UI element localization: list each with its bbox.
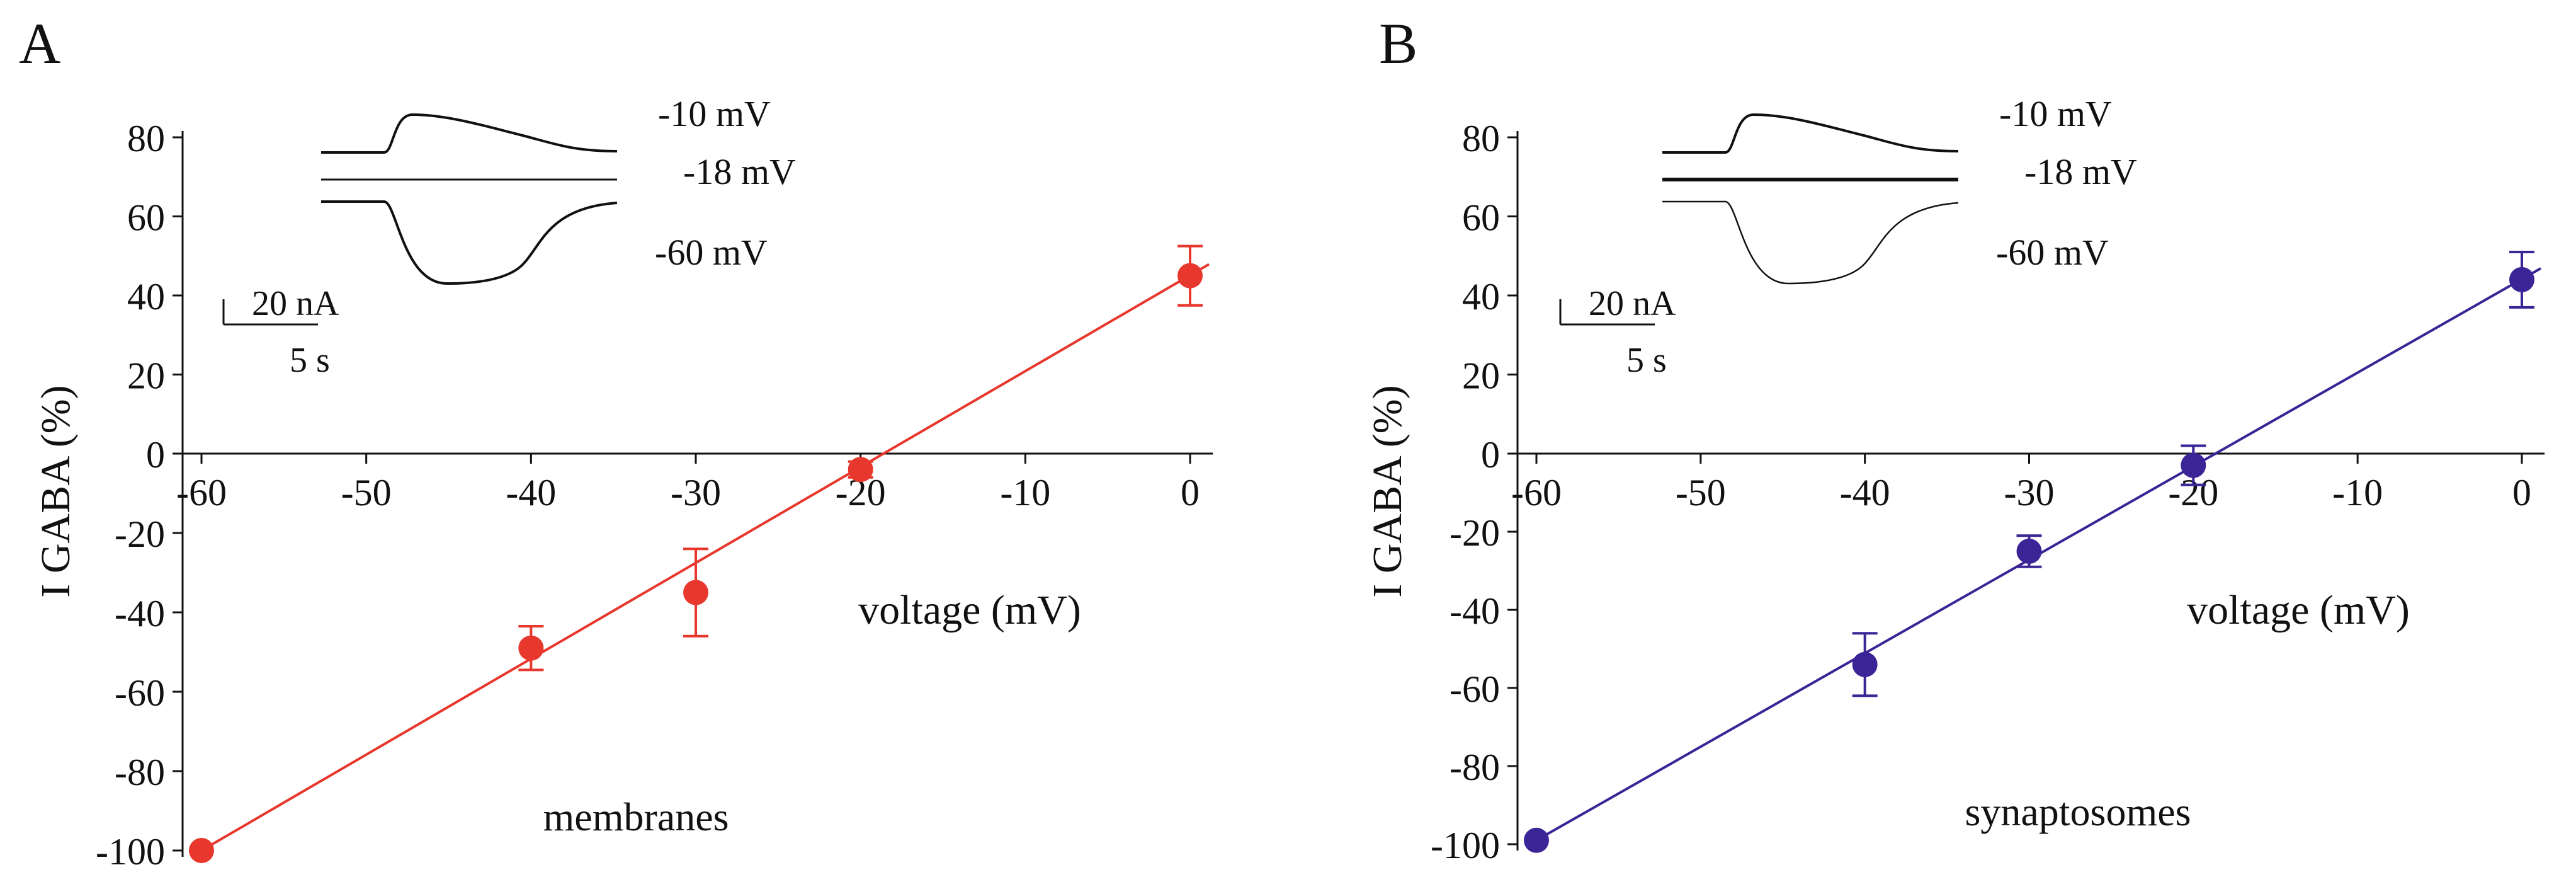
data-point: [518, 635, 544, 661]
y-tick-label: 40: [1462, 276, 1500, 318]
condition-label: synaptosomes: [1965, 789, 2191, 834]
data-point: [1524, 827, 1549, 853]
y-axis-label: I GABA (%): [1365, 385, 1410, 597]
y-tick-label: -80: [115, 752, 165, 793]
x-tick-label: -60: [176, 472, 227, 513]
trace-label: -18 mV: [2024, 151, 2137, 192]
x-tick-label: -10: [2332, 472, 2383, 513]
y-tick-label: 60: [127, 197, 165, 239]
scale-time-label: 5 s: [290, 341, 330, 380]
x-tick-label: -40: [1840, 472, 1890, 513]
panel-b: B I GABA (%) voltage (mV) synaptosomes 8…: [1365, 11, 2545, 866]
plot-area: [1524, 250, 2541, 853]
trace-outward: [321, 113, 618, 154]
x-tick-label: -30: [671, 472, 721, 513]
plot-area: [189, 244, 1210, 863]
y-tick-label: 20: [127, 355, 165, 397]
y-tick-label: 20: [1462, 355, 1500, 397]
inset-recordings: -10 mV -18 mV -60 mV 20 nA 5 s: [1559, 93, 2137, 380]
scale-current-label: 20 nA: [1589, 284, 1676, 323]
trace-label: -60 mV: [655, 232, 768, 273]
x-tick-label: 0: [2512, 472, 2531, 513]
data-point: [2181, 452, 2206, 478]
panel-letter: B: [1379, 11, 1417, 76]
trace-label: -18 mV: [683, 151, 796, 192]
data-point: [1177, 263, 1203, 289]
trace-inward: [321, 200, 618, 285]
scale-current-label: 20 nA: [252, 284, 339, 323]
trace-label: -10 mV: [1999, 93, 2112, 134]
trace-outward: [1662, 113, 1959, 154]
x-tick-label: -40: [506, 472, 556, 513]
condition-label: membranes: [543, 794, 729, 839]
x-tick-label: -50: [341, 472, 392, 513]
x-tick-label: -60: [1511, 472, 1562, 513]
y-tick-label: 40: [127, 276, 165, 318]
inset-recordings: -10 mV -18 mV -60 mV 20 nA 5 s: [222, 93, 796, 380]
y-tick-label: 80: [1462, 118, 1500, 159]
x-tick-label: -50: [1676, 472, 1726, 513]
regression-line: [200, 263, 1210, 852]
y-tick-label: -20: [1450, 512, 1500, 554]
y-tick-label: -40: [1450, 590, 1500, 632]
trace-label: -60 mV: [1996, 232, 2109, 273]
y-tick-label: -20: [115, 513, 165, 555]
trace-inward: [1662, 200, 1959, 285]
x-tick-label: 0: [1181, 472, 1200, 513]
panel-letter: A: [19, 11, 60, 76]
x-tick-label: -30: [2004, 472, 2055, 513]
scale-time-label: 5 s: [1626, 341, 1667, 380]
y-tick-label: 60: [1462, 197, 1500, 239]
y-tick-label: -100: [1431, 825, 1500, 866]
y-axis-label: I GABA (%): [33, 385, 79, 597]
data-point: [848, 457, 873, 483]
y-tick-label: -100: [96, 831, 165, 873]
y-tick-label: -80: [1450, 747, 1500, 788]
data-point: [2016, 539, 2042, 564]
y-tick-label: 0: [146, 434, 165, 476]
y-tick-label: -60: [115, 672, 165, 714]
data-point: [683, 580, 708, 605]
data-point: [189, 838, 214, 863]
y-tick-label: 80: [127, 118, 165, 159]
y-tick-label: -60: [1450, 668, 1500, 710]
data-point: [2509, 266, 2534, 292]
y-tick-label: -40: [115, 593, 165, 634]
data-point: [1852, 651, 1878, 677]
x-axis-label: voltage (mV): [858, 587, 1081, 633]
panel-a: A I GABA (%) voltage (mV) membranes 80 60…: [19, 11, 1213, 873]
trace-label: -10 mV: [658, 93, 771, 134]
x-tick-label: -10: [1000, 472, 1050, 513]
x-axis-label: voltage (mV): [2187, 587, 2410, 633]
y-tick-label: 0: [1481, 434, 1500, 476]
